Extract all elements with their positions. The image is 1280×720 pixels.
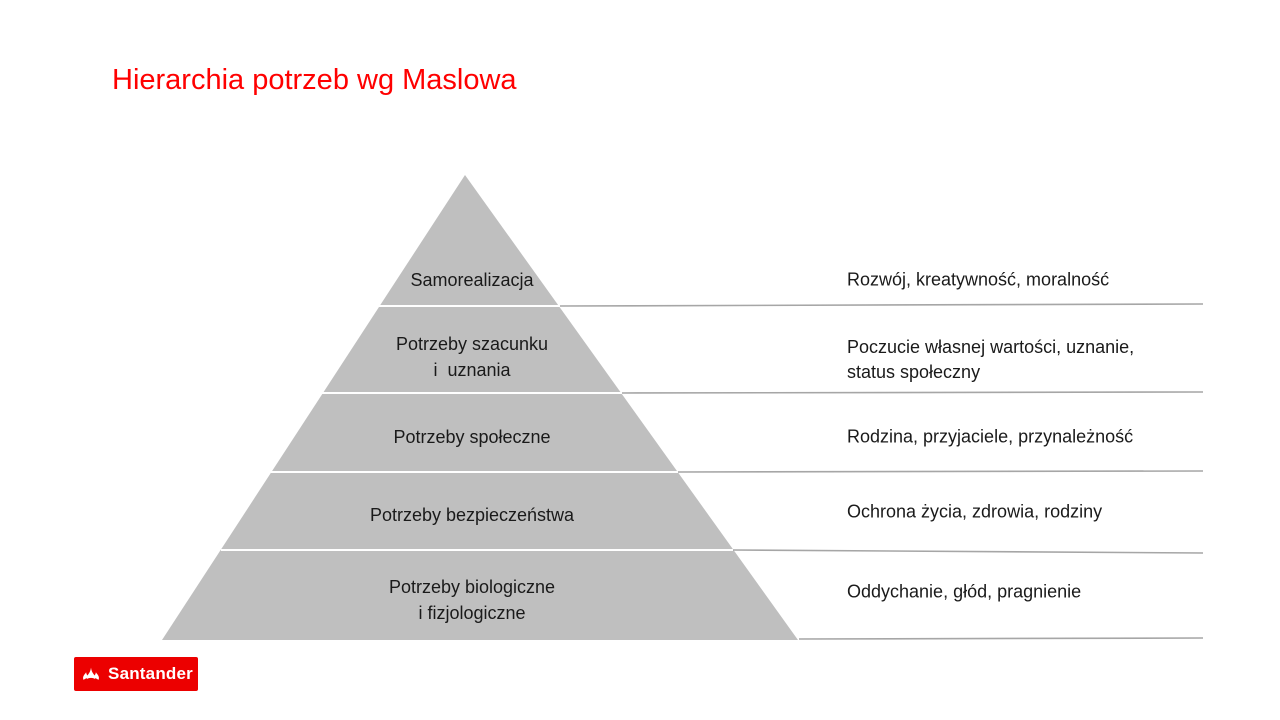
pyramid-level-1-label: Samorealizacja <box>410 270 534 290</box>
pyramid-level-2-description: Poczucie własnej wartości, uznanie, stat… <box>847 337 1135 382</box>
pyramid-level-3-label: Potrzeby społeczne <box>393 427 551 447</box>
santander-logo-text: Santander <box>108 663 193 683</box>
pyramid-level-1-description: Rozwój, kreatywność, moralność <box>847 269 1110 290</box>
page-title: Hierarchia potrzeb wg Maslowa <box>112 64 517 96</box>
pyramid-level-4-description: Ochrona życia, zdrowia, rodziny <box>847 501 1103 522</box>
santander-flame-icon <box>83 667 99 680</box>
pyramid-level-3-description: Rodzina, przyjaciele, przynależność <box>847 426 1134 447</box>
pyramid-level-5-description: Oddychanie, głód, pragnienie <box>847 581 1082 602</box>
pyramid-level-5-label: Potrzeby biologiczne i fizjologiczne <box>388 577 556 623</box>
santander-logo: Santander <box>74 657 198 691</box>
pyramid-level-separators <box>221 305 733 551</box>
description-guide-lines <box>559 303 1204 640</box>
pyramid-level-4-label: Potrzeby bezpieczeństwa <box>369 505 575 525</box>
pyramid-level-2-label: Potrzeby szacunku i uznania <box>395 334 549 380</box>
pyramid-shape <box>162 175 798 640</box>
